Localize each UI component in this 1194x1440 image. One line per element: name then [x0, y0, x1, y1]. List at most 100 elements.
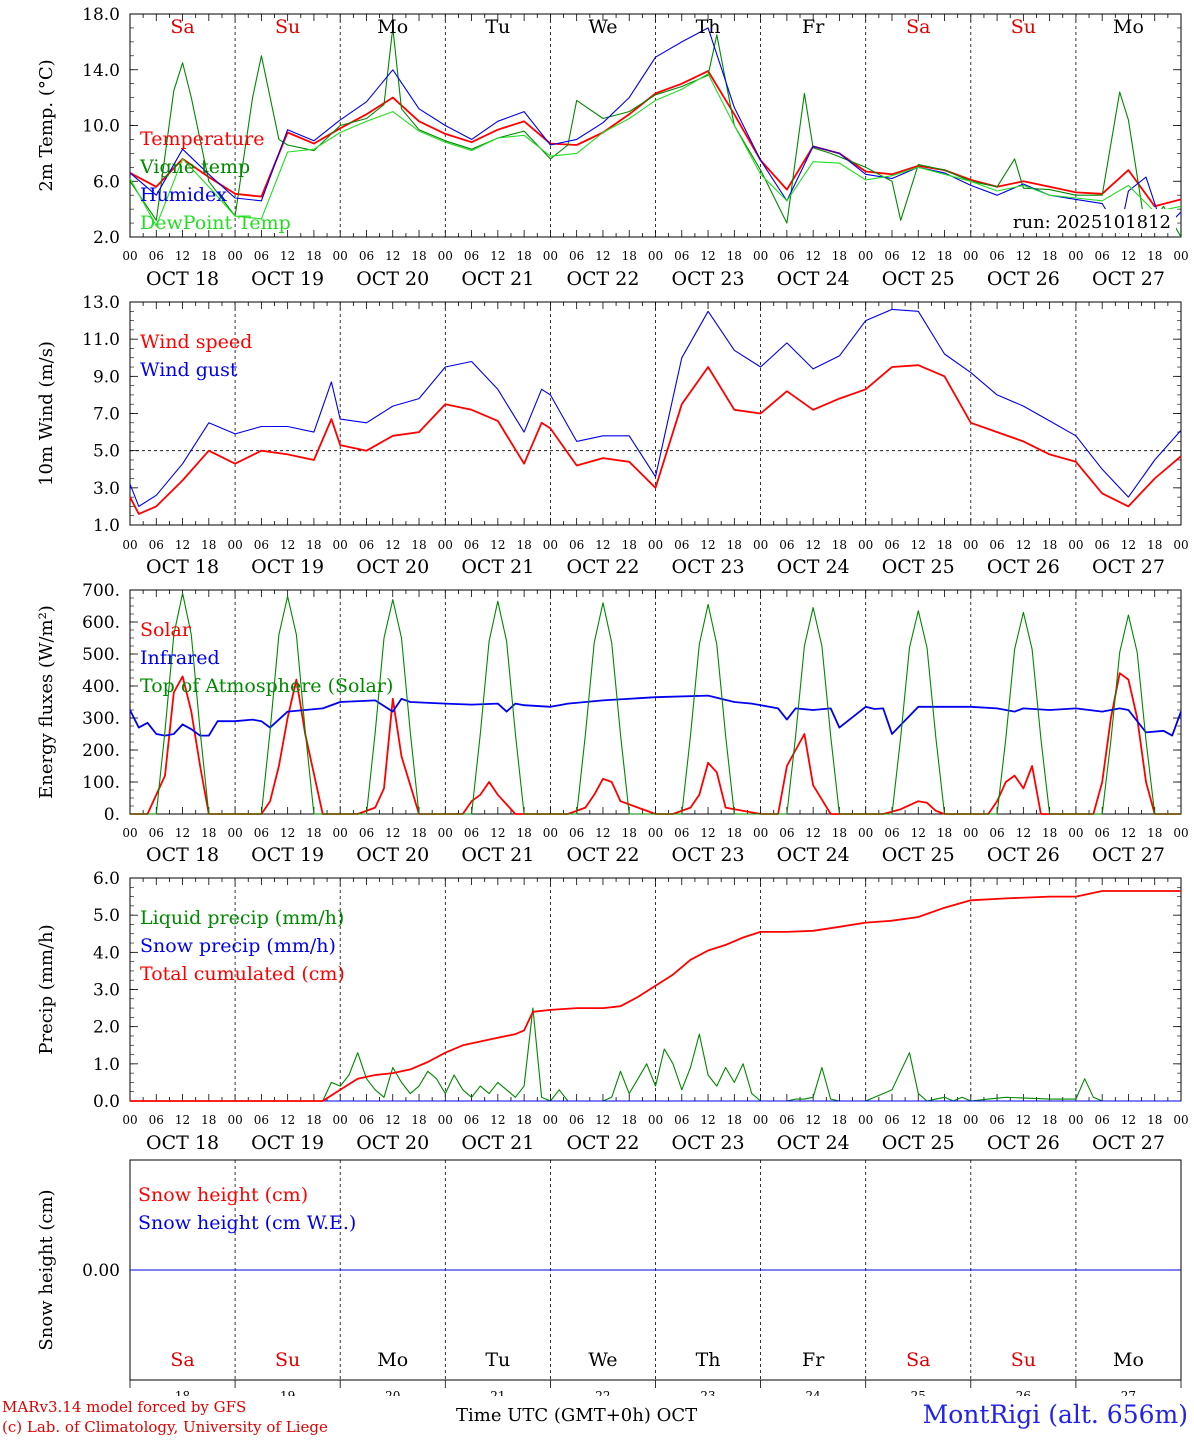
day-number-label: 23	[700, 1389, 715, 1396]
x-tick-label: 06	[674, 826, 689, 840]
x-tick-label: 06	[674, 249, 689, 263]
x-tick-label: 12	[1121, 538, 1136, 552]
x-tick-label: 18	[516, 826, 531, 840]
legend-entry: Snow height (cm W.E.)	[138, 1212, 356, 1234]
y-axis-label: 2m Temp. (°C)	[36, 59, 57, 191]
x-tick-label: 12	[911, 538, 926, 552]
y-tick-label: 9.0	[93, 367, 120, 387]
x-tick-label: 00	[543, 538, 558, 552]
x-tick-label: 00	[122, 249, 137, 263]
x-tick-label: 00	[963, 538, 978, 552]
credit-line-2: (c) Lab. of Climatology, University of L…	[2, 1418, 328, 1436]
weekday-label: Tu	[485, 1349, 510, 1371]
series-line-liquid-precip-mm-h-	[130, 1007, 1181, 1102]
legend-entry: Liquid precip (mm/h)	[140, 907, 344, 929]
x-tick-label: 00	[333, 538, 348, 552]
x-tick-label: 06	[149, 538, 164, 552]
x-tick-label: 18	[727, 1113, 742, 1127]
x-tick-label: 18	[306, 249, 321, 263]
x-tick-label: 12	[385, 826, 400, 840]
date-label: OCT 18	[146, 268, 219, 290]
x-tick-label: 12	[1121, 1113, 1136, 1127]
legend-entry: DewPoint Temp	[140, 212, 291, 234]
run-label-bg	[986, 209, 1176, 233]
x-tick-label: 06	[464, 1113, 479, 1127]
date-label: OCT 21	[461, 268, 534, 290]
date-label: OCT 27	[1092, 1132, 1165, 1154]
x-tick-label: 00	[753, 1113, 768, 1127]
x-tick-label: 06	[1095, 1113, 1110, 1127]
weekday-label: Fr	[802, 16, 825, 38]
x-tick-label: 06	[149, 826, 164, 840]
y-tick-label: 0.0	[93, 1092, 120, 1112]
x-tick-label: 00	[438, 826, 453, 840]
x-tick-label: 00	[122, 1113, 137, 1127]
date-label: OCT 27	[1092, 268, 1165, 290]
x-tick-label: 00	[858, 826, 873, 840]
x-tick-label: 18	[1147, 826, 1162, 840]
panel-wind: 00 06 12 18 00 06 12 18 00 06 12 18 00 06 12 18 00 06 12 18…	[36, 293, 1189, 578]
date-label: OCT 20	[356, 268, 429, 290]
legend-entry: Snow precip (mm/h)	[140, 935, 336, 957]
y-tick-label: 5.0	[93, 906, 120, 926]
y-tick-label: 1.0	[93, 516, 120, 536]
x-tick-label: 06	[989, 249, 1004, 263]
day-number-label: 26	[1016, 1389, 1031, 1396]
x-tick-label: 00	[858, 538, 873, 552]
x-tick-label: 18	[832, 249, 847, 263]
y-tick-label: 13.0	[82, 293, 120, 313]
x-tick-label: 18	[411, 538, 426, 552]
panel-energy: 00 06 12 18 00 06 12 18 00 06 12 18 00 06 12 18 00 06 12 18…	[36, 581, 1189, 866]
x-tick-label: 18	[201, 249, 216, 263]
x-tick-label: 12	[806, 1113, 821, 1127]
legend-entry: Solar	[140, 619, 192, 641]
x-tick-label: 12	[1016, 1113, 1031, 1127]
x-tick-label: 00	[858, 249, 873, 263]
x-tick-label: 12	[700, 826, 715, 840]
weekday-label: Mo	[377, 1349, 408, 1371]
x-tick-label: 00	[963, 249, 978, 263]
y-tick-label: 10.0	[82, 117, 120, 137]
y-tick-label: 100.	[82, 773, 120, 793]
x-tick-label: 06	[674, 1113, 689, 1127]
date-label: OCT 21	[461, 1132, 534, 1154]
legend-entry: Snow height (cm)	[138, 1184, 308, 1206]
x-tick-label: 18	[937, 249, 952, 263]
x-tick-label: 00	[1068, 1113, 1083, 1127]
y-axis-label: Precip (mm/h)	[36, 924, 57, 1054]
date-label: OCT 18	[146, 1132, 219, 1154]
x-tick-label: 18	[937, 826, 952, 840]
x-tick-label: 00	[438, 1113, 453, 1127]
credit-line-1: MARv3.14 model forced by GFS	[2, 1398, 247, 1416]
x-tick-label: 06	[359, 826, 374, 840]
x-tick-label: 12	[595, 538, 610, 552]
date-label: OCT 19	[251, 1132, 324, 1154]
y-tick-label: 3.0	[93, 981, 120, 1001]
x-tick-label: 00	[648, 538, 663, 552]
x-tick-label: 00	[753, 826, 768, 840]
y-tick-label: 3.0	[93, 479, 120, 499]
y-tick-label: 14.0	[82, 61, 120, 81]
x-tick-label: 12	[280, 538, 295, 552]
weekday-label: Th	[696, 16, 721, 38]
x-tick-label: 00	[333, 249, 348, 263]
date-label: OCT 23	[672, 844, 745, 866]
x-tick-label: 06	[359, 538, 374, 552]
x-tick-label: 00	[543, 249, 558, 263]
x-tick-label: 00	[1173, 538, 1188, 552]
weekday-label: Sa	[170, 16, 194, 38]
y-axis-label: 10m Wind (m/s)	[36, 341, 57, 486]
date-label: OCT 27	[1092, 556, 1165, 578]
x-tick-label: 00	[648, 826, 663, 840]
x-tick-label: 06	[884, 1113, 899, 1127]
x-tick-label: 06	[254, 538, 269, 552]
x-tick-label: 12	[1016, 538, 1031, 552]
date-label: OCT 22	[566, 844, 639, 866]
x-tick-label: 00	[227, 1113, 242, 1127]
panel-temperature: 00 06 12 18 00 06 12 18 00 06 12 18 00 06 12 18 00 06 12 18…	[36, 5, 1189, 290]
y-tick-label: 4.0	[93, 943, 120, 963]
legend-entry: Infrared	[140, 647, 220, 669]
panel-snow: 18 19 20 21 22 23 24 25 26 27 0.00 Snow height (cm)…	[36, 1159, 1182, 1396]
date-label: OCT 20	[356, 556, 429, 578]
y-tick-label: 500.	[82, 645, 120, 665]
